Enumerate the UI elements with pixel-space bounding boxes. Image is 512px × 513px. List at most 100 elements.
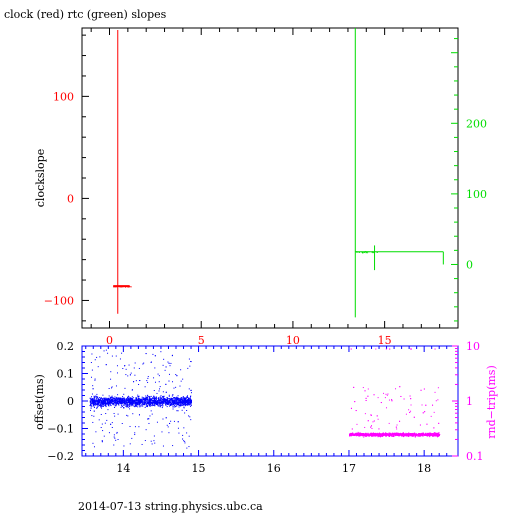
offset-point [114, 398, 116, 400]
rndtrip-point [388, 432, 390, 434]
offset-point [142, 402, 144, 404]
offset-point [122, 397, 124, 399]
offset-point [138, 414, 140, 416]
rndtrip-point [425, 433, 427, 435]
rndtrip-point [417, 435, 419, 437]
bottom-x-tick-label: 15 [192, 462, 206, 475]
rndtrip-point [372, 435, 374, 437]
offset-point [188, 399, 190, 401]
offset-point [124, 400, 126, 402]
offset-point [148, 397, 150, 399]
offset-point [190, 395, 192, 397]
rndtrip-point [423, 434, 425, 436]
offset-point [114, 401, 116, 403]
offset-point [116, 402, 118, 404]
offset-point [123, 404, 125, 406]
offset-point [187, 403, 189, 405]
offset-point [108, 401, 110, 403]
offset-point [187, 397, 189, 399]
offset-point [102, 399, 104, 401]
rndtrip-point [378, 435, 380, 437]
offset-point [134, 362, 136, 364]
offset-point [190, 405, 192, 407]
offset-point [110, 398, 112, 400]
offset-point [119, 397, 121, 399]
rndtrip-point [355, 410, 357, 412]
offset-point [158, 397, 160, 399]
offset-point [169, 365, 171, 367]
rndtrip-point [399, 386, 401, 388]
offset-point [110, 378, 112, 380]
rndtrip-point [395, 434, 397, 436]
rtc-point [376, 251, 378, 253]
rndtrip-point [437, 434, 439, 436]
offset-point [134, 400, 136, 402]
offset-point [133, 367, 135, 369]
rndtrip-point [430, 434, 432, 436]
offset-point [160, 403, 162, 405]
rndtrip-point [401, 434, 403, 436]
rndtrip-point [359, 435, 361, 437]
offset-point [179, 405, 181, 407]
rndtrip-point [378, 434, 380, 436]
offset-point [146, 380, 148, 382]
top-x-tick-label: 15 [378, 334, 392, 347]
rndtrip-point [373, 435, 375, 437]
offset-point [104, 422, 106, 424]
offset-point [107, 409, 109, 411]
offset-point [110, 397, 112, 399]
offset-point [159, 403, 161, 405]
offset-point [189, 397, 191, 399]
rndtrip-point [364, 435, 366, 437]
offset-point [153, 401, 155, 403]
offset-point [119, 402, 121, 404]
rtc-point [365, 251, 367, 253]
offset-point [147, 402, 149, 404]
rndtrip-point [391, 433, 393, 435]
offset-point [182, 438, 184, 440]
rndtrip-point [405, 433, 407, 435]
offset-point [99, 405, 101, 407]
rndtrip-point [354, 433, 356, 435]
rndtrip-point [381, 433, 383, 435]
offset-point [137, 401, 139, 403]
offset-point [170, 397, 172, 399]
rndtrip-point [410, 435, 412, 437]
offset-point [187, 401, 189, 403]
offset-point [94, 400, 96, 402]
rndtrip-point [367, 432, 369, 434]
offset-point [165, 404, 167, 406]
offset-point [146, 396, 148, 398]
offset-point [187, 401, 189, 403]
offset-point [128, 400, 130, 402]
offset-point [188, 403, 190, 405]
offset-point [175, 405, 177, 407]
offset-point [101, 403, 103, 405]
offset-point [134, 402, 136, 404]
rndtrip-point [402, 434, 404, 436]
offset-point [181, 404, 183, 406]
offset-point [126, 402, 128, 404]
offset-point [116, 400, 118, 402]
offset-point [98, 399, 100, 401]
offset-point [109, 400, 111, 402]
offset-point [129, 401, 131, 403]
offset-point [127, 399, 129, 401]
offset-point [181, 400, 183, 402]
offset-point [105, 398, 107, 400]
offset-point [121, 352, 123, 354]
offset-point [173, 402, 175, 404]
offset-point [91, 400, 93, 402]
rndtrip-point [376, 433, 378, 435]
rndtrip-point [410, 404, 412, 406]
offset-point [122, 396, 124, 398]
offset-point [157, 399, 159, 401]
offset-point [149, 404, 151, 406]
offset-point [125, 402, 127, 404]
rndtrip-point [408, 432, 410, 434]
offset-point [162, 403, 164, 405]
rndtrip-point [425, 404, 427, 406]
offset-point [170, 398, 172, 400]
offset-point [178, 400, 180, 402]
offset-point [136, 397, 138, 399]
